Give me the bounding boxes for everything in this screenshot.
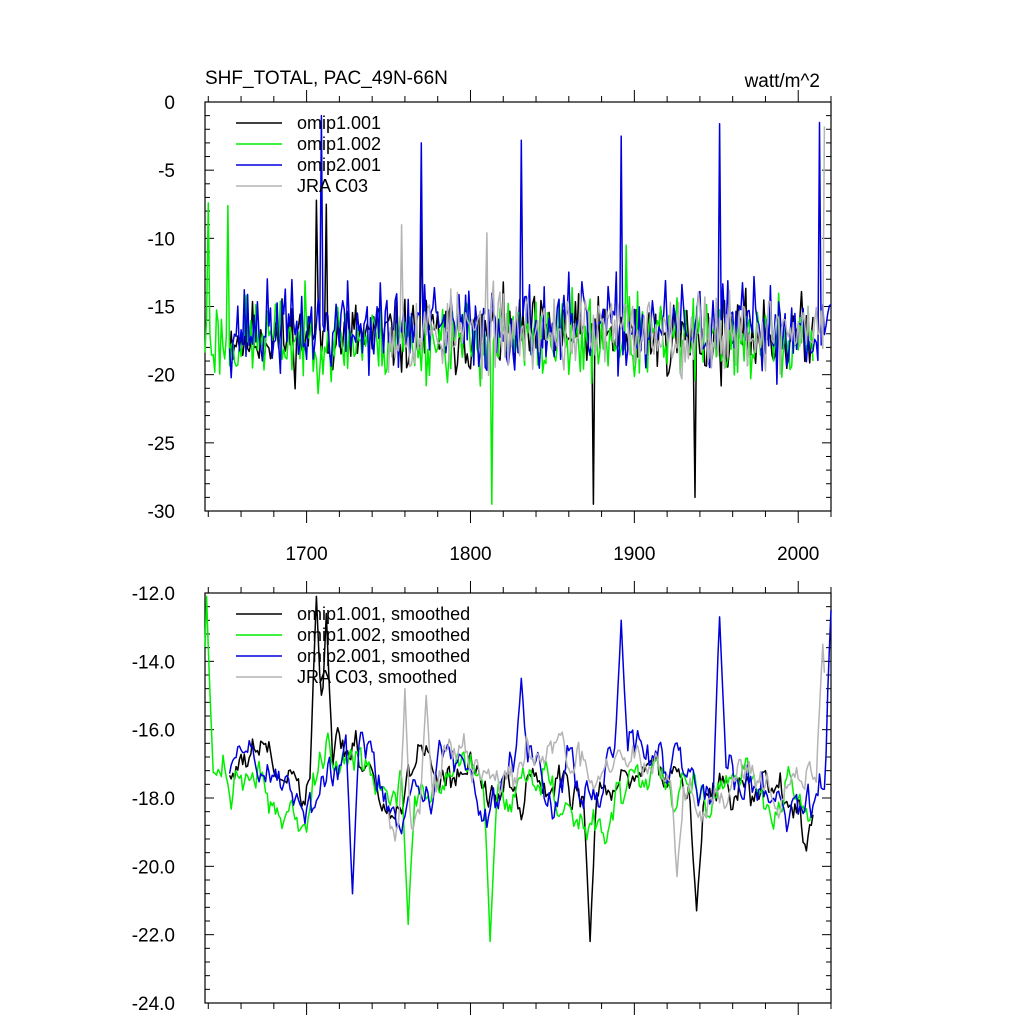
y-tick-label: -10 <box>148 229 175 250</box>
y-tick-label: -5 <box>158 161 175 182</box>
x-tick-label: 2000 <box>777 544 819 565</box>
panel-bottom-smoothed: -12.0 -14.0 -16.0 -18.0 -20.0 -22.0 -24.0 omip1… <box>132 581 832 1015</box>
y-tick-label: -15 <box>148 298 175 319</box>
series-line-jra-c03 <box>387 126 826 380</box>
panel-top-raw: 0 -5 -10 -15 -20 -25 -30 1700 1800 1900 2000 omip1.… <box>148 68 832 565</box>
legend-label: JRA C03, smoothed <box>297 667 457 687</box>
chart-title: SHF_TOTAL, PAC_49N-66N <box>205 68 448 89</box>
y-tick-label: -14.0 <box>132 652 175 673</box>
y-tick-label: -22.0 <box>132 926 175 947</box>
units-label: watt/m^2 <box>744 71 820 92</box>
y-tick-label: 0 <box>164 93 175 114</box>
series-line-jra-c03-smoothed <box>387 643 826 878</box>
x-tick-label: 1700 <box>285 544 327 565</box>
legend-label: omip1.001 <box>297 113 381 133</box>
y-tick-label: -24.0 <box>132 994 175 1015</box>
legend-label: omip1.001, smoothed <box>297 604 470 624</box>
legend-label: omip2.001 <box>297 155 381 175</box>
series-line-omip1-002-smoothed <box>204 595 814 943</box>
y-tick-label: -25 <box>148 434 175 455</box>
y-tick-label: -12.0 <box>132 584 175 605</box>
x-tick-label: 1800 <box>449 544 491 565</box>
y-tick-label: -30 <box>148 502 175 523</box>
y-tick-label: -20.0 <box>132 857 175 878</box>
y-tick-label: -16.0 <box>132 721 175 742</box>
y-tick-label: -18.0 <box>132 789 175 810</box>
legend-label: omip1.002 <box>297 134 381 154</box>
legend-label: omip1.002, smoothed <box>297 625 470 645</box>
series-line-omip2-001-smoothed <box>228 610 832 895</box>
legend-label: omip2.001, smoothed <box>297 646 470 666</box>
y-tick-label: -20 <box>148 366 175 387</box>
legend-label: JRA C03 <box>297 176 368 196</box>
x-tick-label: 1900 <box>613 544 655 565</box>
